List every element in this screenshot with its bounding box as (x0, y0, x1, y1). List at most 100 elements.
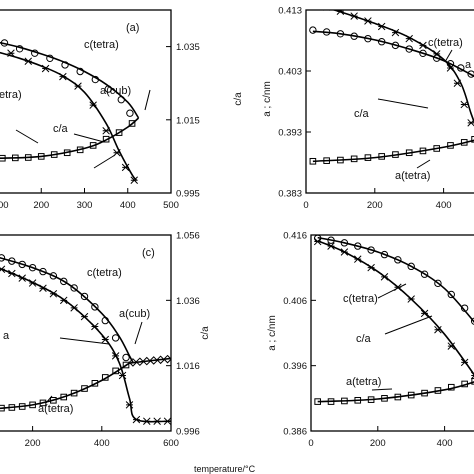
panel-a-x-tick-label: 400 (120, 200, 136, 211)
panel-b-c-a-point (391, 28, 400, 37)
panel-c-y-tick-label: 0.996 (176, 427, 200, 438)
panel-a-y-tick-label: 0.995 (176, 189, 200, 200)
arrow-d-3 (371, 388, 393, 391)
panel-a-c-a-point (130, 176, 138, 184)
panel-c-a-tetra-point (50, 396, 57, 404)
arrow-d-1 (377, 283, 407, 299)
arrow-d-2 (384, 315, 433, 335)
panel-d-c-tetra-point (460, 304, 469, 312)
panel-a-c-tetra-point (15, 45, 24, 53)
panel-d-c-a-point (380, 273, 389, 281)
panel-b-a-tetra-point (364, 154, 372, 161)
panel-c-a-tetra-point (91, 380, 99, 387)
panel-b-c-tetra-point (322, 28, 331, 36)
panel-b-c-a-point (377, 22, 386, 31)
panel-d-y-tick-label: 0.416 (283, 231, 307, 242)
panel-b-y-tick-label: 0.393 (278, 128, 302, 139)
panel-b-c-a-point (336, 10, 345, 15)
panel-b-c-a-point (405, 34, 413, 43)
panel-d-a-tetra-point (381, 395, 388, 402)
panel-d-c-a-point (394, 283, 402, 292)
panel-c-a-tetra-point (70, 389, 78, 397)
panel-a-c-tetra-point (61, 61, 69, 69)
panel-d-c-tetra-point (394, 256, 402, 264)
panel-a-a-tetra-point (0, 154, 6, 162)
panel-d-c-tetra-point (367, 246, 375, 254)
panel-c-c-a-point (132, 415, 141, 424)
panel-c-label: (c) (142, 247, 155, 259)
label-c-a-d: c/a (356, 333, 372, 345)
panel-d-a-tetra-point (447, 383, 455, 391)
panel-a-frame (0, 9, 172, 194)
panel-c-y-tick-label: 1.016 (176, 361, 200, 372)
panel-d-a-tetra-fit-line (317, 381, 474, 403)
panel-d-c-a-point (420, 309, 429, 318)
panel-b-c-tetra-point (391, 41, 400, 50)
panel-d-a-tetra-point (327, 398, 335, 405)
panel-b-c-tetra-point (364, 34, 372, 43)
panel-c-c-a-point (70, 304, 78, 312)
panel-a-marks: 200 300 400 500 1.035 1.015 0.995 (0, 39, 200, 211)
panel-b-a-tetra-point (350, 155, 358, 163)
panel-d-a-tetra-point (394, 393, 402, 401)
panel-c-c-tetra-point (18, 260, 26, 269)
panel-a-c-a-point (113, 148, 121, 157)
panel-a-c-tetra-point (91, 75, 100, 84)
panel-c-y-right-label: c/a (200, 326, 211, 340)
panel-c-x-tick-label: 400 (94, 438, 110, 449)
panel-b-c-a-fit-line (331, 10, 474, 124)
panel-c-a-cub-point (163, 354, 171, 364)
panel-b-c-tetra-point (433, 54, 441, 62)
panel-a-a-tetra-point (128, 120, 136, 127)
panel-a-a-tetra-point (63, 149, 71, 157)
panel-b-y-tick-label: 0.383 (278, 189, 302, 200)
panel-d-c-tetra-point (434, 279, 442, 288)
panel-a-a-tetra-point (76, 146, 84, 154)
panel-c: (c) c(tetra) a(cub) a a(tetra) c/a (0, 234, 211, 432)
panel-c-x-tick-label: 600 (163, 438, 179, 449)
panel-d-c-a-point (407, 295, 415, 303)
panel-a-c-a-point (121, 163, 130, 172)
panel-d: a ; c/nm c(tetra) c/a a(tetra) (267, 234, 474, 432)
panel-c-y-tick-label: 1.036 (176, 296, 200, 307)
panel-c-c-tetra-point (91, 303, 99, 311)
panel-a-c-tetra-point (31, 49, 39, 57)
label-a-tetra-c: a(tetra) (38, 403, 73, 415)
panel-d-x-tick-label: 200 (370, 438, 386, 449)
panel-b-a-tetra-point (460, 139, 468, 146)
panel-c-a-cub-point (128, 358, 138, 367)
panel-c-c-tetra-point (49, 272, 58, 280)
panel-c-a-cub-point (142, 356, 152, 366)
panel-d-c-tetra-point (327, 236, 335, 244)
panel-d-c-tetra-point (420, 270, 429, 278)
panel-c-c-a-point (153, 417, 161, 425)
panel-d-x-tick-label: 400 (437, 438, 453, 449)
panel-c-a-tetra-point (112, 367, 119, 375)
panel-c-a-cub-point (156, 355, 165, 365)
label-c-tetra-c: c(tetra) (87, 267, 122, 279)
panel-b-c-a-point (460, 100, 468, 109)
panel-a-c-tetra-point (117, 95, 125, 104)
panel-b-frame (305, 9, 474, 194)
panel-d-c-a-point (434, 325, 442, 334)
panel-b-a-tetra-point (378, 153, 385, 160)
panel-c-c-a-point (118, 371, 127, 380)
panel-b-a-tetra-point (337, 156, 344, 164)
panel-b-c-a-point (350, 12, 358, 20)
panel-a-c-a-point (74, 82, 82, 90)
panel-c-c-tetra-point (80, 292, 89, 301)
arrow-b-1 (444, 49, 453, 63)
panel-c-c-tetra-fit-line (0, 256, 134, 363)
panel-b-a-tetra-point (405, 149, 413, 157)
panel-b-a-tetra-point (447, 142, 454, 149)
panel-b-c-tetra-point (457, 64, 465, 72)
panel-c-a-cub-point (149, 356, 159, 365)
panel-c-c-a-point (163, 417, 171, 425)
panel-d-a-tetra-point (471, 378, 474, 385)
panel-a-y-tick-label: 1.035 (176, 42, 200, 53)
label-a-cub-c: a(cub) (119, 308, 150, 320)
panel-b-c-tetra-point (467, 70, 474, 78)
panel-c-c-tetra-point (8, 257, 16, 265)
